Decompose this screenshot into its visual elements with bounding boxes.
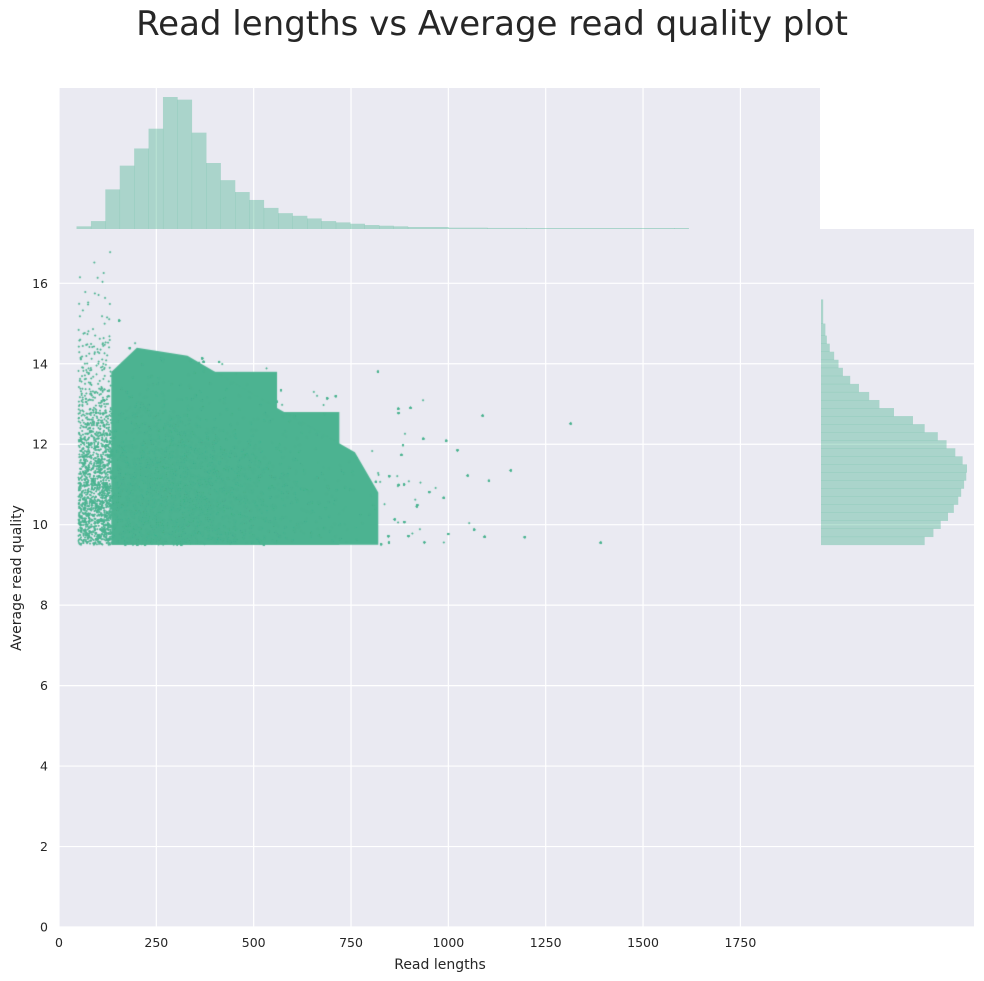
histogram-bar (350, 223, 365, 229)
histogram-bar (191, 132, 207, 229)
x-tick-label: 500 (242, 935, 266, 950)
y-axis-label: Average read quality (9, 505, 25, 651)
histogram-bar (234, 192, 250, 229)
histogram-bar (134, 148, 149, 229)
histogram-bar (393, 226, 409, 229)
histogram-bar (379, 225, 394, 229)
histogram-bar (278, 213, 293, 229)
x-tick-label: 750 (339, 935, 363, 950)
histogram-bar (220, 180, 236, 229)
histogram-bar (263, 207, 279, 229)
histogram-bar (526, 228, 675, 229)
histogram-bar (407, 227, 449, 229)
x-tick-label: 1750 (724, 935, 756, 950)
histogram-bar (76, 226, 92, 229)
scatter-points (59, 229, 974, 927)
y-tick-label: 2 (40, 839, 48, 854)
x-tick-label: 0 (55, 935, 63, 950)
y-tick-label: 0 (40, 920, 48, 935)
histogram-bar (162, 97, 178, 229)
x-axis-label: Read lengths (394, 957, 486, 973)
top-marginal-axes (59, 88, 820, 229)
histogram-bar (90, 221, 106, 229)
histogram-bar (364, 225, 380, 229)
histogram-bar (321, 221, 337, 229)
histogram-bar (119, 165, 135, 229)
y-tick-label: 14 (32, 356, 48, 371)
top-histogram (76, 97, 689, 229)
x-tick-label: 1000 (432, 935, 464, 950)
histogram-bar (335, 222, 351, 229)
histogram-bar (307, 218, 322, 229)
histogram-bar (148, 128, 164, 229)
histogram-bar (249, 199, 265, 229)
y-tick-label: 8 (40, 598, 48, 613)
x-tick-labels: 0 250 500 750 1000 1250 1500 1750 (55, 935, 756, 950)
histogram-bar (487, 227, 527, 229)
histogram-bar (177, 99, 193, 229)
y-tick-label: 6 (40, 678, 48, 693)
x-tick-label: 250 (144, 935, 168, 950)
chart-title: Read lengths vs Average read quality plo… (136, 4, 848, 44)
x-tick-label: 1500 (627, 935, 659, 950)
histogram-bar (448, 227, 488, 229)
y-tick-label: 4 (40, 759, 48, 774)
y-tick-label: 10 (32, 517, 48, 532)
y-tick-label: 12 (32, 437, 48, 452)
y-tick-labels: 0 2 4 6 8 10 12 14 16 (32, 276, 48, 935)
histogram-bar (292, 215, 308, 229)
y-tick-label: 16 (32, 276, 48, 291)
histogram-bar (206, 163, 221, 229)
histogram-bar (674, 228, 689, 229)
x-tick-label: 1250 (530, 935, 562, 950)
histogram-bar (105, 189, 121, 229)
